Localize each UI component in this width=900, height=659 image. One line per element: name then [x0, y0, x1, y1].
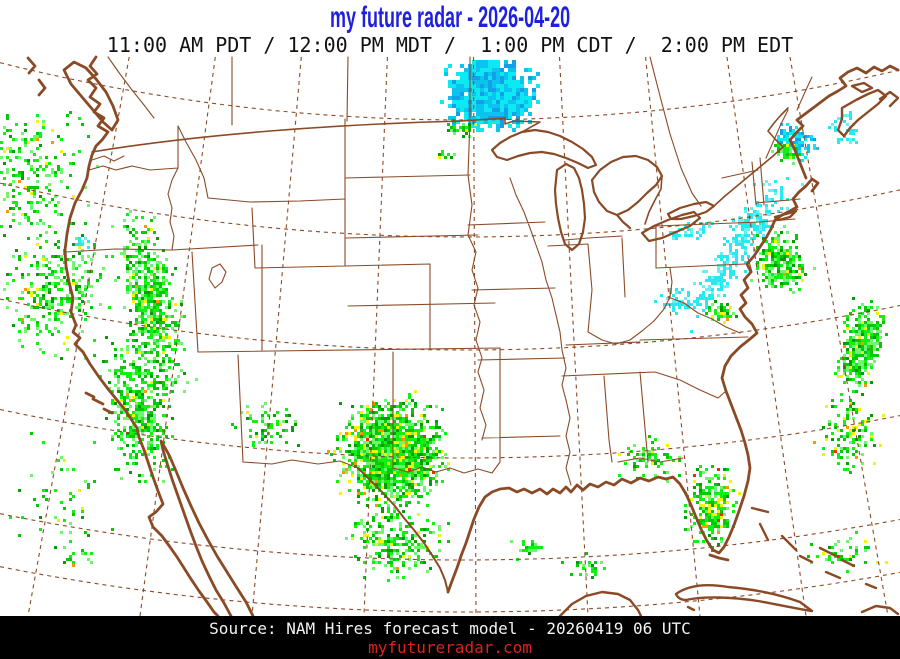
map-header: my future radar - 2026-04-20 11:00 AM PD…	[0, 0, 900, 57]
islands-coastlines	[558, 81, 900, 618]
page-title-text: my future radar - 2026-04-20	[329, 1, 571, 34]
radar-region-baja-offshore-specks	[63, 549, 93, 567]
radar-region-offshore-washington	[0, 111, 99, 249]
radar-region-atlantic-band	[834, 297, 888, 396]
radar-echoes-layer	[0, 60, 888, 582]
radar-region-new-mexico-specks	[231, 402, 300, 447]
grid-line	[251, 56, 302, 617]
atlantic-gulf-coastline	[446, 64, 900, 594]
page-title: my future radar - 2026-04-20	[0, 3, 900, 33]
radar-region-cencal-coast-band	[93, 333, 174, 483]
radar-region-midatlantic-offshore-rain	[750, 225, 816, 294]
grid-line	[27, 56, 130, 617]
grid-line	[0, 298, 900, 351]
canada-border	[91, 107, 789, 225]
website-link[interactable]: myfutureradar.com	[368, 638, 532, 657]
timezone-line: 11:00 AM PDT / 12:00 PM MDT / 1:00 PM CD…	[106, 33, 794, 57]
radar-region-atlantic-scatter	[813, 393, 885, 474]
radar-region-socal-offshore-scatter	[9, 432, 114, 549]
grid-line	[472, 56, 477, 617]
radar-region-minnesota-speck	[438, 150, 456, 159]
grid-line	[363, 56, 388, 617]
radar-region-new-england-snow-streak	[693, 177, 804, 297]
grid-line	[789, 56, 889, 617]
radar-region-gulf-specks	[561, 552, 606, 579]
mexico-border	[357, 467, 449, 593]
radar-region-south-texas-scatter	[345, 492, 450, 582]
geography-layer	[26, 55, 900, 618]
radar-region-florida-panhandle-specks	[618, 435, 681, 483]
radar-region-bahamas-showers	[807, 531, 888, 573]
radar-region-east-texas-specks	[510, 540, 543, 561]
province-borders	[107, 56, 813, 207]
grid-line	[139, 56, 216, 617]
source-text: Source: NAM Hires forecast model - 20260…	[209, 619, 691, 638]
radar-region-offshore-oregon	[3, 213, 111, 360]
grid-line	[645, 56, 701, 617]
grid-line	[0, 62, 900, 121]
grid-line	[726, 56, 807, 617]
grid-line	[0, 513, 900, 561]
pacific-coastline	[26, 55, 255, 618]
radar-region-virginia-coast-specks	[705, 300, 738, 324]
great-lakes	[490, 128, 716, 252]
grid-line	[558, 56, 589, 617]
grid-line	[0, 408, 900, 459]
radar-region-west-texas-storms	[327, 390, 450, 513]
radar-region-puget-flurry-speck	[75, 237, 90, 249]
latlon-grid	[0, 56, 900, 617]
radar-region-michigan-flurries	[654, 288, 705, 315]
state-borders	[65, 109, 801, 486]
source-bar: Source: NAM Hires forecast model - 20260…	[0, 616, 900, 659]
grid-line	[0, 566, 900, 613]
